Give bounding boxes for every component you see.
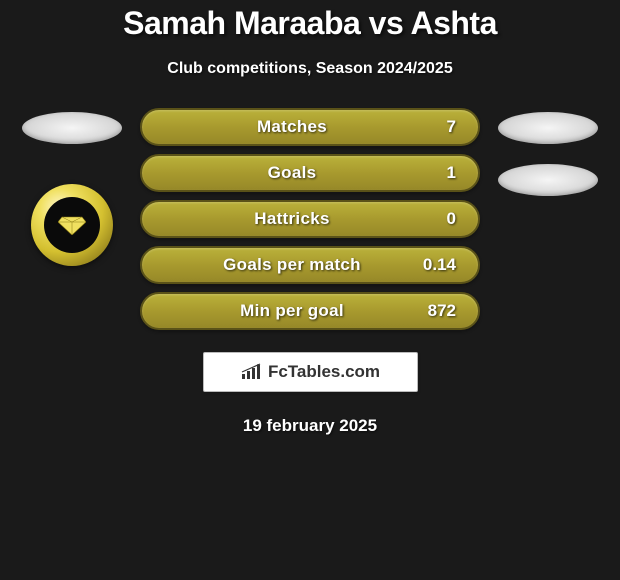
diamond-icon [58,215,86,235]
right-player-column [498,108,598,196]
stat-row-goals: Goals 1 [140,154,480,192]
player-avatar-placeholder [22,112,122,144]
page-title: Samah Maraaba vs Ashta [0,5,620,42]
stat-value: 0 [420,209,456,229]
stat-value: 1 [420,163,456,183]
stat-value: 0.14 [420,255,456,275]
watermark-text: FcTables.com [268,362,380,382]
stat-label: Hattricks [164,209,420,229]
left-player-column [22,108,122,266]
stat-label: Matches [164,117,420,137]
stat-value: 872 [420,301,456,321]
stat-label: Min per goal [164,301,420,321]
stat-row-goals-per-match: Goals per match 0.14 [140,246,480,284]
date-text: 19 february 2025 [0,416,620,436]
club-badge-placeholder [498,164,598,196]
main-row: Matches 7 Goals 1 Hattricks 0 Goals per … [0,108,620,330]
stat-row-matches: Matches 7 [140,108,480,146]
watermark-badge: FcTables.com [203,352,418,392]
stat-label: Goals per match [164,255,420,275]
player-avatar-placeholder [498,112,598,144]
page-subtitle: Club competitions, Season 2024/2025 [0,60,620,78]
stat-row-min-per-goal: Min per goal 872 [140,292,480,330]
stat-row-hattricks: Hattricks 0 [140,200,480,238]
stat-value: 7 [420,117,456,137]
stats-column: Matches 7 Goals 1 Hattricks 0 Goals per … [140,108,480,330]
chart-icon [240,363,262,381]
stat-label: Goals [164,163,420,183]
club-badge-inner [44,197,100,253]
club-badge [31,184,113,266]
infographic-container: Samah Maraaba vs Ashta Club competitions… [0,0,620,436]
